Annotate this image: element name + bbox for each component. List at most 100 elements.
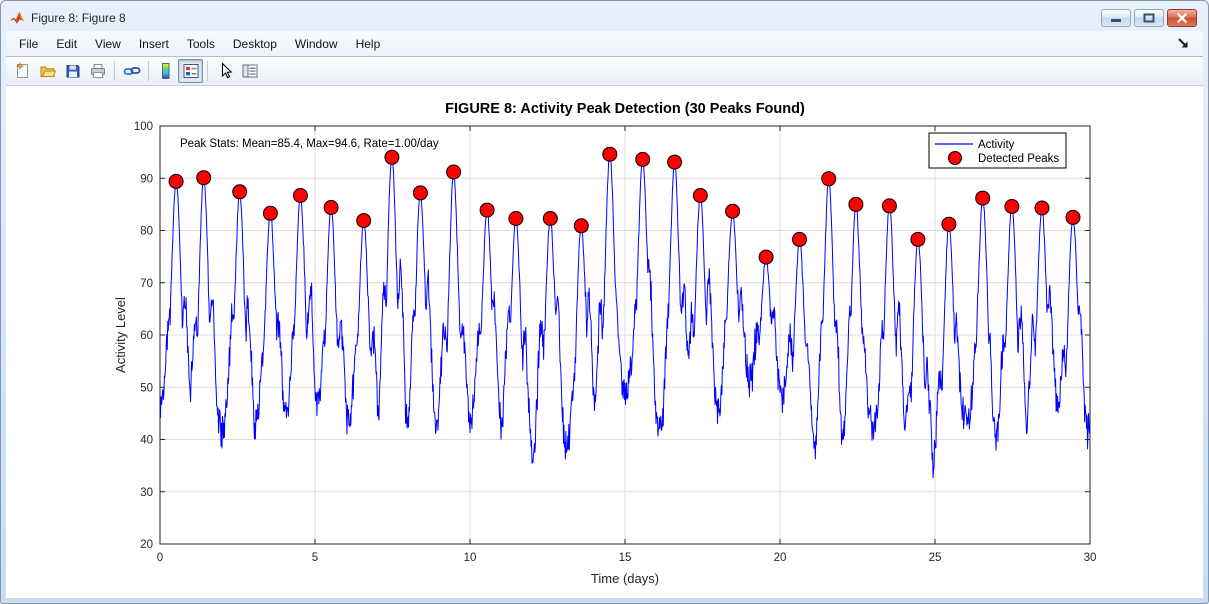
peak-marker[interactable]	[792, 231, 807, 247]
insert-colorbar-icon	[161, 63, 169, 79]
peak-marker[interactable]	[573, 218, 589, 234]
y-tick-label: 40	[140, 435, 153, 447]
peak-marker[interactable]	[508, 211, 524, 226]
y-tick-label: 100	[134, 121, 153, 133]
x-tick-label: 25	[929, 552, 942, 564]
maximize-button[interactable]	[1134, 8, 1164, 27]
peak-marker[interactable]	[384, 149, 400, 165]
close-icon	[1177, 12, 1187, 23]
menu-bar: File Edit View Insert Tools Desktop Window Help	[6, 31, 1203, 57]
activity-plot: 0 5 10 15 20 25 30 20 30 40 50 60 70 80 90 100 FIGURE 8:…	[113, 101, 1097, 586]
figure-canvas: 0 5 10 15 20 25 30 20 30 40 50 60 70 80 90 100 FIGURE 8:…	[6, 86, 1203, 598]
insert-legend-icon	[183, 64, 198, 78]
y-tick-label: 80	[140, 226, 153, 238]
menu-item-file[interactable]: File	[19, 36, 39, 51]
plot-browser-icon	[242, 64, 257, 78]
peak-marker[interactable]	[292, 188, 308, 203]
dock-figure-icon[interactable]	[1177, 37, 1191, 51]
legend-box	[928, 132, 1067, 169]
peak-marker[interactable]	[168, 173, 184, 189]
y-tick-label: 30	[140, 487, 153, 499]
peak-marker[interactable]	[725, 203, 741, 219]
peak-marker[interactable]	[412, 185, 428, 201]
minimize-icon	[1111, 18, 1121, 22]
open-file-icon	[40, 66, 56, 77]
minimize-button[interactable]	[1101, 8, 1131, 27]
y-tick-label: 50	[140, 382, 153, 394]
legend-label-activity: Activity	[978, 139, 1015, 151]
peak-marker[interactable]	[821, 171, 837, 187]
insert-legend-button[interactable]	[178, 59, 203, 83]
menu-item-window[interactable]: Window	[294, 36, 338, 51]
peak-marker[interactable]	[1065, 209, 1081, 225]
save-figure-icon	[66, 65, 79, 78]
peak-marker[interactable]	[196, 170, 212, 186]
peak-stats-annotation: Peak Stats: Mean=85.4, Max=94.6, Rate=1.…	[180, 138, 439, 150]
peak-marker[interactable]	[356, 213, 372, 229]
peak-marker[interactable]	[479, 202, 495, 218]
x-axis-label: Time (days)	[591, 571, 659, 586]
peak-marker[interactable]	[848, 196, 864, 212]
plot-title: FIGURE 8: Activity Peak Detection (30 Pe…	[445, 101, 805, 117]
open-file-button[interactable]	[35, 59, 60, 83]
peak-marker[interactable]	[262, 205, 278, 221]
toolbar-separator	[148, 61, 149, 81]
menu-item-tools[interactable]: Tools	[186, 36, 215, 51]
toolbar-separator	[114, 61, 115, 81]
menu-item-insert[interactable]: Insert	[138, 36, 169, 51]
new-figure-button[interactable]	[10, 59, 35, 83]
menu-item-help[interactable]: Help	[355, 36, 381, 51]
x-tick-label: 15	[619, 552, 632, 564]
x-tick-label: 20	[774, 552, 787, 564]
legend-label-detected-peaks: Detected Peaks	[978, 153, 1059, 165]
close-button[interactable]	[1167, 8, 1197, 27]
peak-marker[interactable]	[941, 216, 957, 232]
matlab-logo-icon	[10, 11, 24, 24]
x-tick-label: 5	[312, 552, 318, 564]
y-axis-label: Activity Level	[113, 297, 128, 373]
print-figure-button[interactable]	[85, 59, 110, 83]
peak-marker[interactable]	[975, 190, 991, 206]
peak-marker[interactable]	[1004, 199, 1020, 214]
peak-marker[interactable]	[1034, 200, 1050, 216]
peak-marker[interactable]	[881, 198, 897, 214]
peak-marker[interactable]	[323, 200, 339, 215]
print-figure-icon	[90, 64, 105, 78]
peak-marker[interactable]	[635, 151, 651, 167]
window-title: Figure 8: Figure 8	[31, 10, 126, 25]
activity-line[interactable]	[159, 153, 1091, 479]
menu-item-desktop[interactable]: Desktop	[232, 36, 277, 51]
peak-marker[interactable]	[232, 184, 248, 200]
save-figure-button[interactable]	[60, 59, 85, 83]
legend-marker-sample	[948, 151, 962, 165]
peak-marker[interactable]	[446, 164, 462, 180]
x-tick-label: 10	[464, 552, 477, 564]
maximize-icon	[1143, 13, 1155, 22]
peak-marker[interactable]	[542, 211, 558, 226]
edit-plot-icon	[221, 62, 232, 79]
edit-plot-button[interactable]	[212, 59, 237, 83]
menu-item-view[interactable]: View	[95, 36, 121, 51]
y-tick-label: 70	[140, 278, 153, 290]
x-tick-label: 0	[157, 552, 163, 564]
x-tick-label: 30	[1084, 552, 1097, 564]
new-figure-icon	[15, 62, 28, 78]
peak-marker[interactable]	[692, 188, 708, 203]
plot-browser-button[interactable]	[237, 59, 262, 83]
link-plots-button[interactable]	[119, 59, 144, 83]
y-tick-label: 20	[140, 539, 153, 551]
insert-colorbar-button[interactable]	[153, 59, 178, 83]
peak-marker[interactable]	[910, 231, 926, 247]
legend[interactable]: Activity Detected Peaks	[928, 132, 1067, 169]
y-tick-label: 90	[140, 173, 153, 185]
peak-marker[interactable]	[602, 146, 618, 162]
figure-client-area: File Edit View Insert Tools Desktop Window Help…	[6, 31, 1203, 598]
link-plots-icon	[123, 67, 140, 75]
peak-marker[interactable]	[667, 154, 683, 170]
peak-marker[interactable]	[758, 249, 774, 265]
title-bar[interactable]: Figure 8: Figure 8	[6, 4, 1203, 31]
y-tick-label: 60	[140, 330, 153, 342]
menu-item-edit[interactable]: Edit	[56, 36, 78, 51]
figure-toolbar	[6, 57, 1203, 86]
